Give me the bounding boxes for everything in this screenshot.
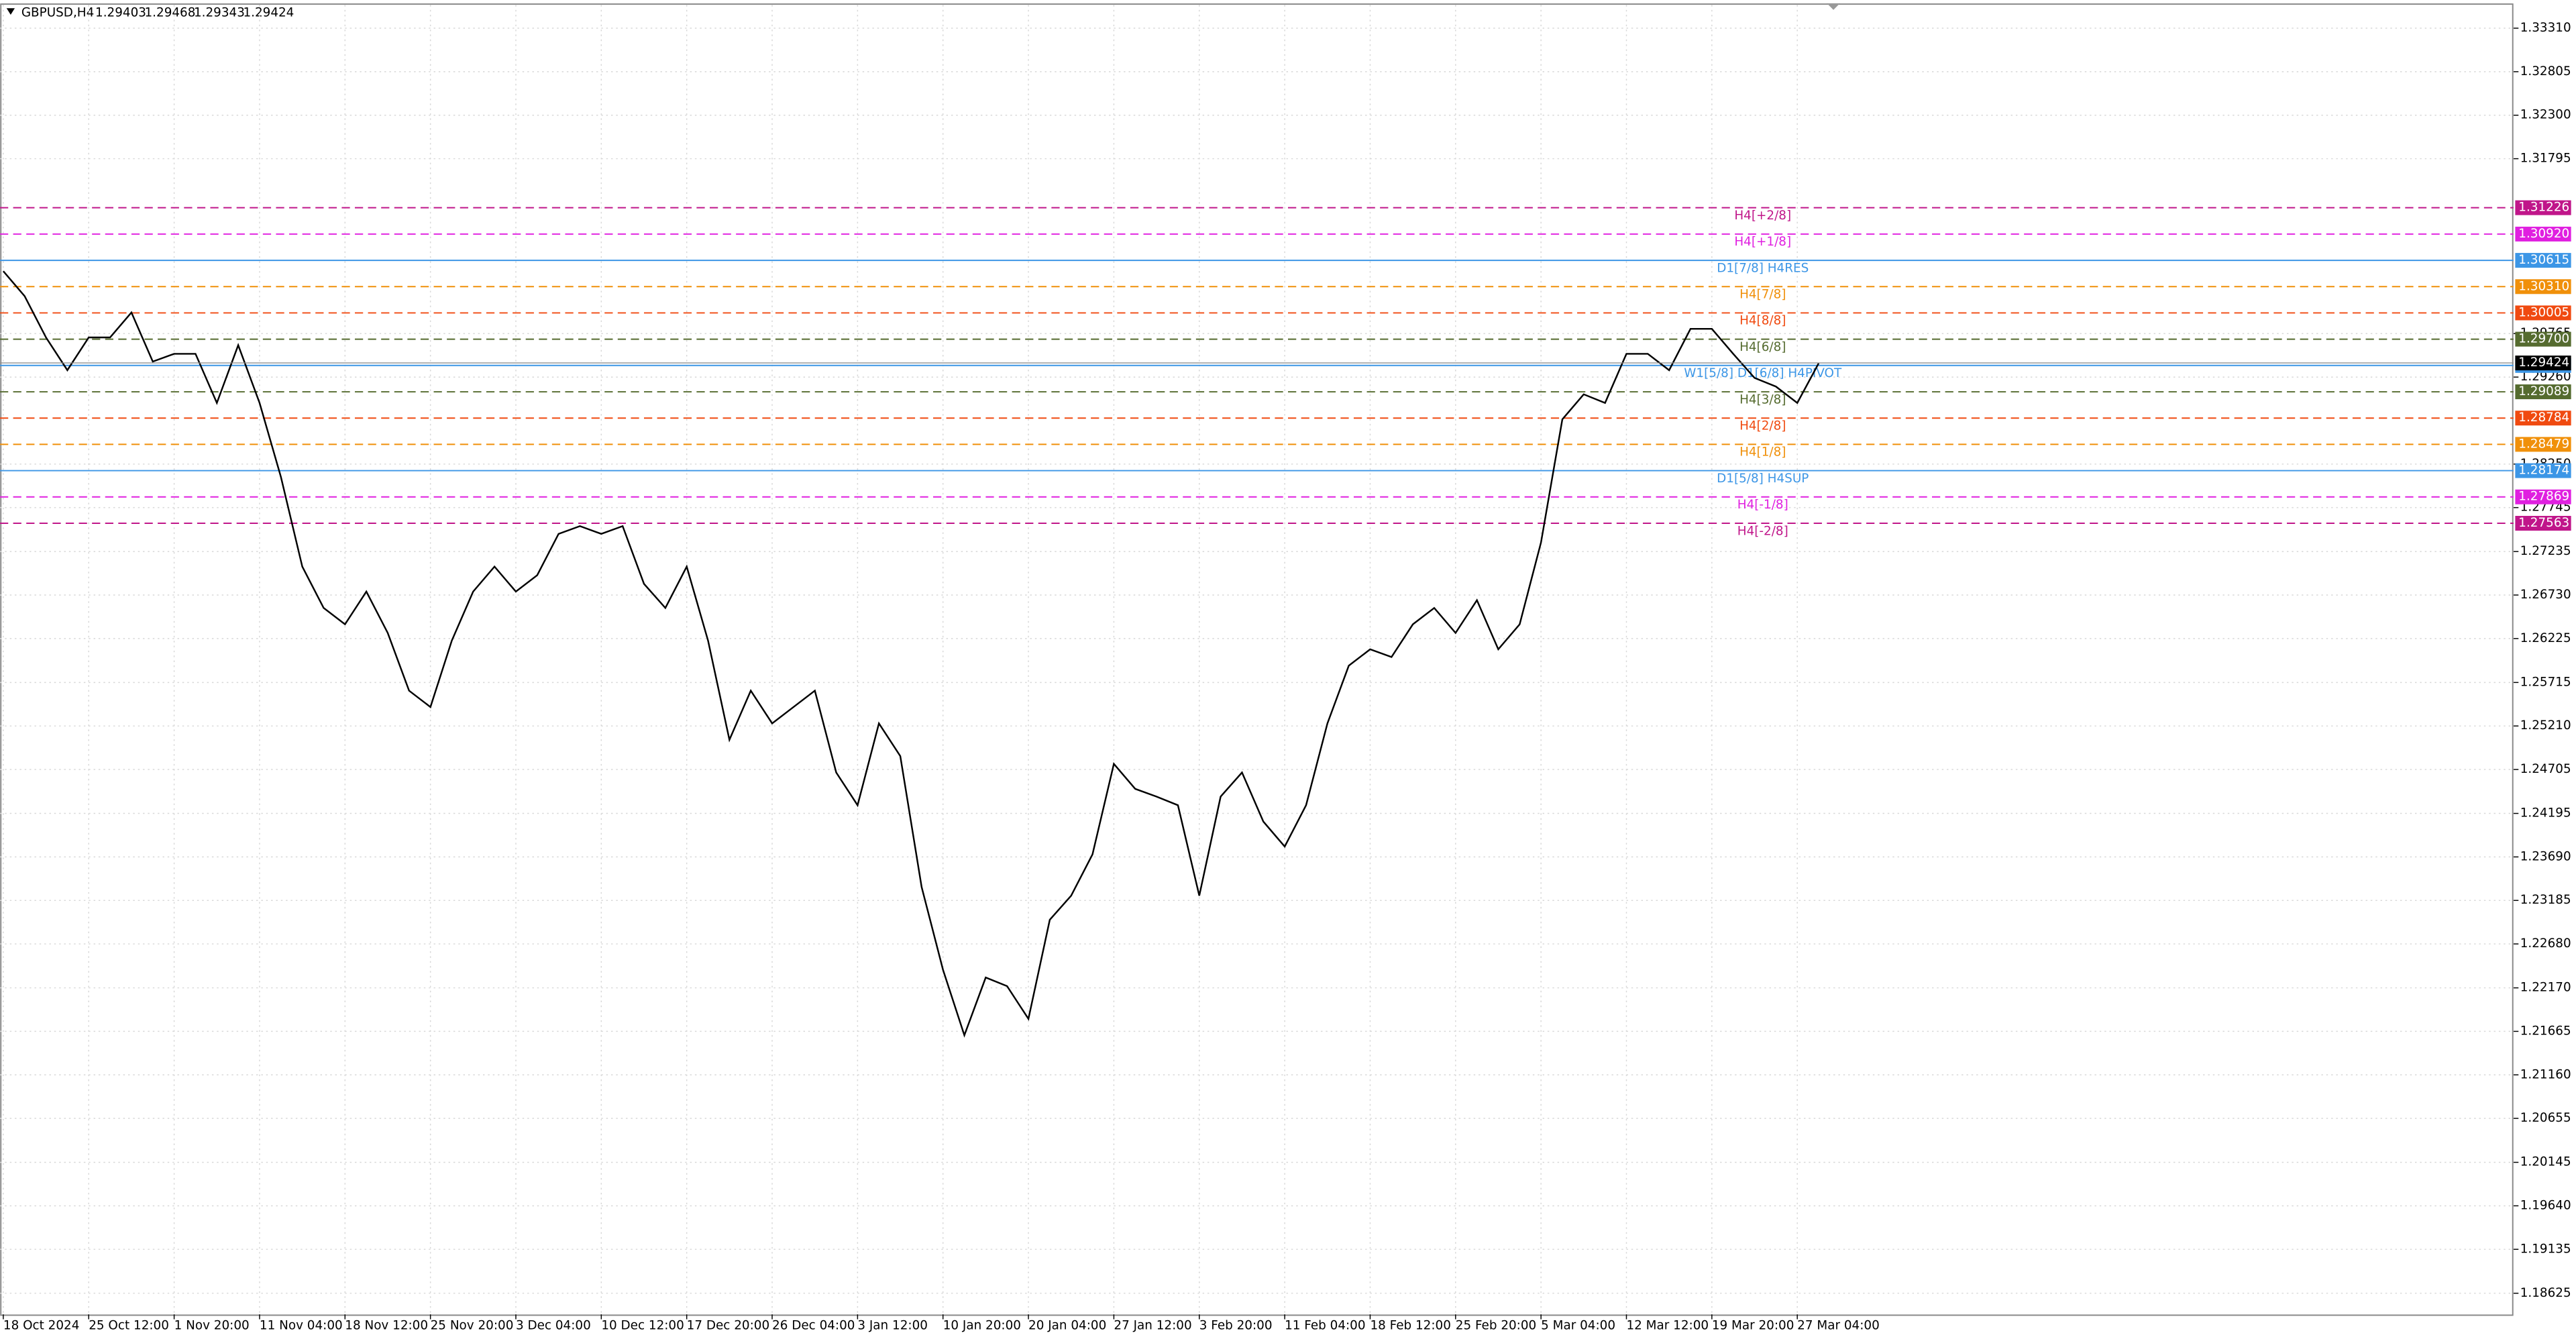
y-tick-label: 1.20655 [2520,1111,2571,1125]
level-label: H4[8/8] [1739,314,1786,328]
level-label: H4[-2/8] [1737,524,1788,538]
x-tick-label: 10 Dec 12:00 [601,1318,684,1332]
level-price-label: 1.27869 [2518,490,2569,504]
x-tick-label: 10 Jan 20:00 [943,1318,1021,1332]
level-label: H4[-1/8] [1737,498,1788,512]
level-price-box [2515,411,2571,426]
level-price-box [2515,384,2571,400]
y-tick-label: 1.25715 [2520,675,2571,689]
y-tick-label: 1.24195 [2520,806,2571,820]
level-label: H4[3/8] [1739,392,1786,407]
level-label: D1[5/8] H4SUP [1717,472,1809,486]
level-label: H4[6/8] [1739,340,1786,354]
y-tick-label: 1.18625 [2520,1286,2571,1300]
y-tick-label: 1.23185 [2520,893,2571,907]
level-price-label: 1.29089 [2518,384,2569,398]
x-tick-label: 20 Jan 04:00 [1028,1318,1106,1332]
price-line [2,270,1820,1038]
x-tick-label: 3 Jan 12:00 [857,1318,928,1332]
y-tick-label: 1.20145 [2520,1155,2571,1169]
level-price-label: 1.28784 [2518,411,2569,425]
level-price-label: 1.28479 [2518,437,2569,451]
x-tick-label: 18 Feb 12:00 [1370,1318,1450,1332]
x-tick-label: 17 Dec 20:00 [687,1318,769,1332]
x-tick-label: 19 Mar 20:00 [1712,1318,1794,1332]
level-label: H4[2/8] [1739,419,1786,433]
y-tick-label: 1.26730 [2520,588,2571,602]
level-label: D1[7/8] H4RES [1717,261,1809,275]
menu-arrow [6,8,15,15]
level-price-box [2515,226,2571,242]
y-tick-label: 1.32805 [2520,64,2571,78]
level-label: W1[5/8] D1[6/8] H4PIVOT [1684,366,1842,380]
y-tick-label: 1.22680 [2520,936,2571,951]
level-price-label: 1.29700 [2518,332,2569,346]
level-price-label: 1.30615 [2518,253,2569,267]
level-price-label: 1.27563 [2518,516,2569,530]
level-price-box [2515,305,2571,321]
level-label: H4[+1/8] [1734,235,1791,249]
level-price-box [2515,437,2571,452]
x-tick-label: 1 Nov 20:00 [174,1318,250,1332]
y-tick-label: 1.25210 [2520,718,2571,733]
y-tick-label: 1.26225 [2520,631,2571,645]
level-price-box [2515,200,2571,215]
x-tick-label: 5 Mar 04:00 [1541,1318,1615,1332]
y-tick-label: 1.31795 [2520,152,2571,166]
level-price-box [2515,463,2571,478]
level-label: H4[7/8] [1739,288,1786,302]
y-tick-label: 1.19640 [2520,1198,2571,1212]
y-tick-label: 1.21160 [2520,1067,2571,1081]
bid-box [2515,356,2571,371]
x-tick-label: 18 Nov 12:00 [345,1318,428,1332]
header-high: 1.29468 [145,6,196,20]
level-price-box [2515,253,2571,268]
x-tick-label: 25 Feb 20:00 [1456,1318,1536,1332]
x-tick-label: 25 Nov 20:00 [431,1318,514,1332]
level-price-label: 1.30920 [2518,227,2569,241]
x-tick-label: 12 Mar 12:00 [1626,1318,1709,1332]
level-price-box [2515,279,2571,294]
level-price-box [2515,489,2571,504]
x-tick-label: 3 Feb 20:00 [1199,1318,1273,1332]
y-tick-label: 1.21665 [2520,1024,2571,1038]
y-tick-label: 1.32300 [2520,108,2571,122]
y-tick-label: 1.22170 [2520,981,2571,995]
header-symbol: GBPUSD,H4 [21,6,94,20]
level-price-box [2515,516,2571,531]
header-open: 1.29403 [95,6,146,20]
level-price-label: 1.30005 [2518,305,2569,319]
y-tick-label: 1.27235 [2520,544,2571,558]
plot-frame [0,3,2514,1316]
level-label: H4[+2/8] [1734,209,1791,223]
bid-label: 1.29424 [2518,356,2569,370]
x-tick-label: 25 Oct 12:00 [89,1318,169,1332]
shift-marker [1827,3,1840,10]
level-label: H4[1/8] [1739,445,1786,460]
y-tick-label: 1.19135 [2520,1242,2571,1256]
x-tick-label: 11 Feb 04:00 [1285,1318,1365,1332]
y-tick-label: 1.33310 [2520,21,2571,35]
level-price-box [2515,331,2571,347]
y-tick-label: 1.24705 [2520,762,2571,776]
x-tick-label: 27 Mar 04:00 [1797,1318,1880,1332]
y-tick-label: 1.23690 [2520,849,2571,863]
x-tick-label: 26 Dec 04:00 [772,1318,855,1332]
x-tick-label: 3 Dec 04:00 [516,1318,591,1332]
y-tick-label: 1.29260 [2520,370,2571,384]
header-close: 1.29424 [243,6,294,20]
level-price-label: 1.31226 [2518,201,2569,215]
level-price-label: 1.30310 [2518,279,2569,293]
level-price-label: 1.28174 [2518,464,2569,478]
x-tick-label: 27 Jan 12:00 [1114,1318,1191,1332]
header-low: 1.29343 [194,6,245,20]
x-tick-label: 11 Nov 04:00 [260,1318,343,1332]
x-tick-label: 18 Oct 2024 [3,1318,80,1332]
